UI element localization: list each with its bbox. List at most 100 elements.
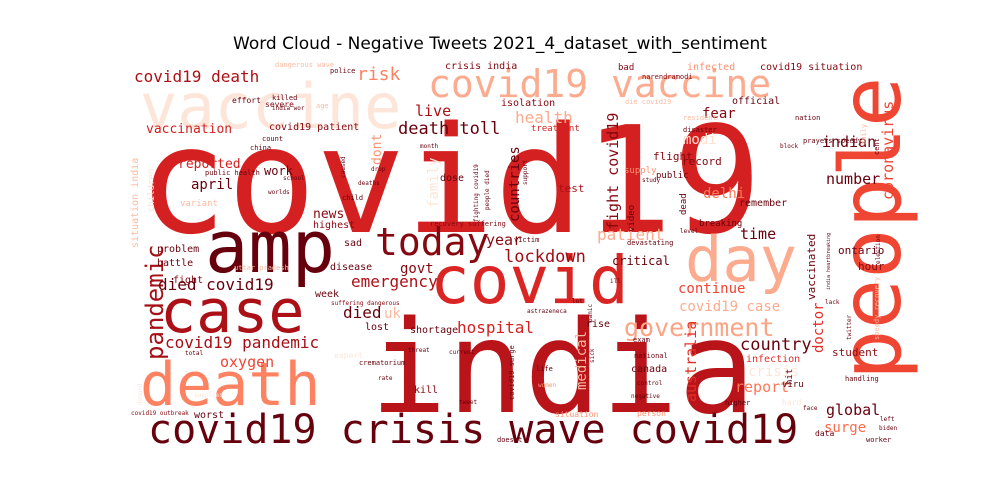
word-police: police xyxy=(330,67,355,75)
word-higher: higher xyxy=(725,399,750,407)
word-covid19-outbreak: covid19 outbreak xyxy=(131,410,189,417)
word-disaster: disaster xyxy=(683,126,717,134)
word-surge: surge xyxy=(824,420,866,436)
word-control: control xyxy=(637,380,663,387)
word-official: official xyxy=(732,96,780,107)
word-demand: demand xyxy=(137,383,144,405)
word-time: time xyxy=(740,225,776,243)
word-bad: bad xyxy=(618,63,634,73)
word-lost: lost xyxy=(365,322,389,333)
word-health: health xyxy=(515,108,573,127)
word-threat: threat xyxy=(408,347,430,354)
word-covid19-patient: covid19 patient xyxy=(269,122,359,133)
word-death-toll: death toll xyxy=(398,119,500,139)
word-student: student xyxy=(832,346,878,359)
word-left: left xyxy=(880,416,895,423)
word-expert: expert xyxy=(334,351,363,360)
word-effort: effort xyxy=(232,96,261,105)
word-shortage: shortage xyxy=(410,325,458,336)
word-indian: indian xyxy=(822,133,876,151)
word-child: child xyxy=(342,194,363,202)
word-report: report xyxy=(735,378,789,396)
word-highest: highest xyxy=(313,220,355,231)
word-hospital: hospital xyxy=(457,318,534,337)
word-government: government xyxy=(624,313,775,342)
word-medical: medical xyxy=(574,331,590,390)
word-panic: panic xyxy=(587,304,594,322)
word-dangerous-wave: dangerous wave xyxy=(275,61,334,69)
word-sick: sick xyxy=(589,348,596,363)
chart-title: Word Cloud - Negative Tweets 2021_4_data… xyxy=(233,34,767,54)
word-countries: countries xyxy=(507,146,523,222)
word-pandemic: pandemic xyxy=(141,244,169,360)
word-public: public xyxy=(656,171,689,181)
word-covid19-death: covid19 death xyxy=(134,67,259,86)
word-hit: hit xyxy=(785,369,795,385)
word-exam: exam xyxy=(633,336,650,344)
word-number: number xyxy=(826,170,880,188)
word-india-wor: india wor xyxy=(272,105,305,112)
word-fear: fear xyxy=(702,106,736,122)
word-prayers-speedy: prayers speedy xyxy=(803,137,862,145)
word-study: study xyxy=(642,177,660,184)
word-crematorium: crematorium xyxy=(359,359,405,367)
word-remember: remember xyxy=(739,198,787,209)
word-canada: canada xyxy=(631,364,667,375)
word-news: news xyxy=(313,207,344,222)
word-election: election xyxy=(875,235,882,264)
word-india-heartbreaking: india heartbreaking xyxy=(826,233,832,290)
word-deaths: deaths xyxy=(358,180,380,187)
word-emergency: emergency xyxy=(351,272,438,291)
word-age: age xyxy=(316,102,329,110)
word-face: face xyxy=(803,405,818,412)
word-problem: problem xyxy=(157,244,199,255)
word-biden: biden xyxy=(879,425,897,432)
word-die-covid19: die covid19 xyxy=(625,98,671,106)
word-nation: nation xyxy=(795,114,820,122)
word-coronavirus: coronavirus xyxy=(879,101,897,200)
word-uttar-pradesh: uttar pradesh xyxy=(234,264,289,272)
word-variant: variant xyxy=(180,199,218,209)
word-life: life xyxy=(536,365,553,373)
word-covid19-surge: covid19 surge xyxy=(508,345,516,400)
word-vaccinated: vaccinated xyxy=(805,234,818,300)
word-critical: critical xyxy=(612,254,670,268)
word-speedy-recovery: speedy recovery xyxy=(873,277,881,340)
word-school: school xyxy=(283,175,305,182)
word-delhi: delhi xyxy=(703,186,745,202)
word-covid19: covid19 xyxy=(138,95,762,267)
word-case: case xyxy=(160,277,305,347)
word-people-died: people died xyxy=(484,170,491,210)
word-viru: viru xyxy=(782,380,804,390)
word-covid19-case: covid19 case xyxy=(679,299,780,315)
word-breaking: breaking xyxy=(699,219,742,229)
word-lockdown: lockdown xyxy=(504,247,586,267)
word-record: record xyxy=(682,155,722,168)
word-current: current xyxy=(449,349,475,356)
word-risk: risk xyxy=(357,64,401,85)
word-severe: severe xyxy=(265,100,294,109)
word-supply: supply xyxy=(624,166,657,176)
word-killed: killed xyxy=(272,94,297,102)
word-women: women xyxy=(538,382,556,389)
word-year: year xyxy=(486,231,522,249)
word-cent: cent xyxy=(873,138,881,155)
word-doctor: doctor xyxy=(811,302,827,353)
word-day: day xyxy=(685,223,797,296)
word-china: china xyxy=(250,144,271,152)
word-situation: situation xyxy=(555,410,599,419)
word-crisis: crisis xyxy=(748,364,799,380)
word-total: total xyxy=(185,350,203,357)
word-recovery-suffering: recovery suffering xyxy=(430,220,506,228)
word-isolation: isolation xyxy=(501,98,555,109)
word-covid19-vaccine: covid19 vaccine xyxy=(428,62,771,106)
word-infected: infected xyxy=(687,62,735,73)
word-patient: patient xyxy=(597,225,664,244)
word-hour: hour xyxy=(858,260,885,273)
word-narendramodi: narendramodi xyxy=(642,73,693,81)
word-flight: flight xyxy=(653,150,693,163)
word-worst: worst xyxy=(194,410,224,421)
word-doesnt: doesnt xyxy=(497,436,522,444)
word-suffering-dangerous: suffering dangerous xyxy=(331,300,400,307)
word-tweet: tweet xyxy=(459,399,477,406)
